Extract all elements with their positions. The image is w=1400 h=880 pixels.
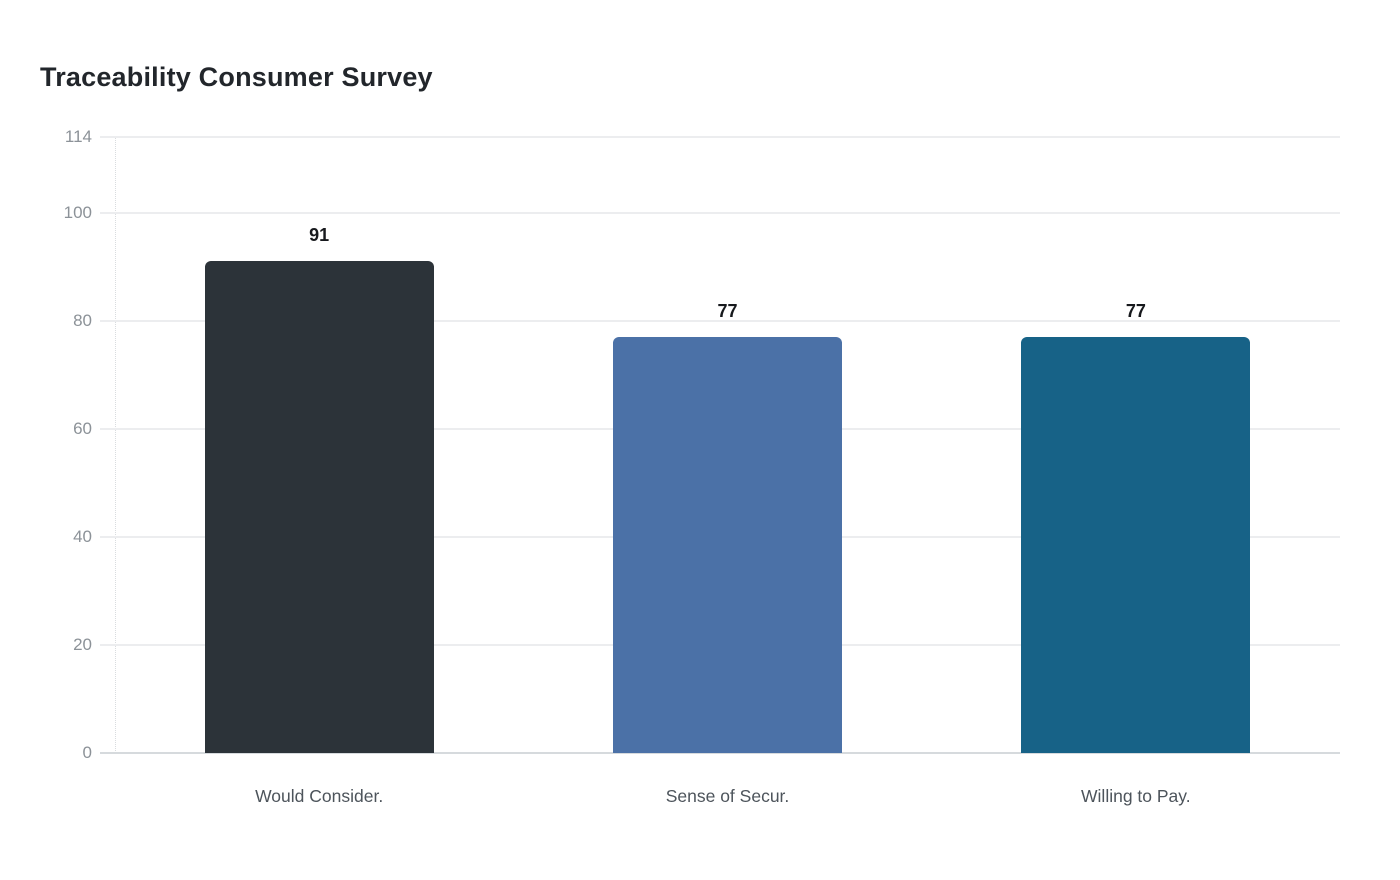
y-gridline-0 [100, 752, 1340, 754]
bar-willing-to-pay[interactable] [1021, 336, 1251, 753]
plot-area: 91 77 77 [100, 136, 1340, 754]
x-category-label-2: Willing to Pay. [1081, 786, 1191, 806]
bar-value-label-1: 77 [717, 300, 738, 321]
y-gridline-114 [100, 136, 1340, 138]
y-tick-label-100: 100 [63, 202, 92, 222]
bar-sense-of-secur[interactable] [613, 336, 842, 753]
y-gridline-80 [100, 319, 1340, 322]
bar-value-label-0: 91 [309, 225, 330, 246]
chart-title: Traceability Consumer Survey [40, 62, 433, 92]
x-category-label-0: Would Consider. [255, 786, 384, 806]
y-axis-line [115, 137, 116, 753]
bar-would-consider[interactable] [204, 261, 434, 753]
y-gridline-100 [100, 211, 1340, 214]
bar-value-label-2: 77 [1125, 300, 1146, 321]
y-tick-label-0: 0 [82, 743, 92, 762]
y-tick-label-40: 40 [73, 526, 92, 546]
y-tick-label-114: 114 [64, 127, 92, 146]
y-tick-label-80: 80 [73, 310, 92, 330]
x-category-label-1: Sense of Secur. [665, 786, 790, 806]
y-tick-label-60: 60 [73, 418, 92, 438]
y-tick-label-20: 20 [73, 634, 92, 654]
